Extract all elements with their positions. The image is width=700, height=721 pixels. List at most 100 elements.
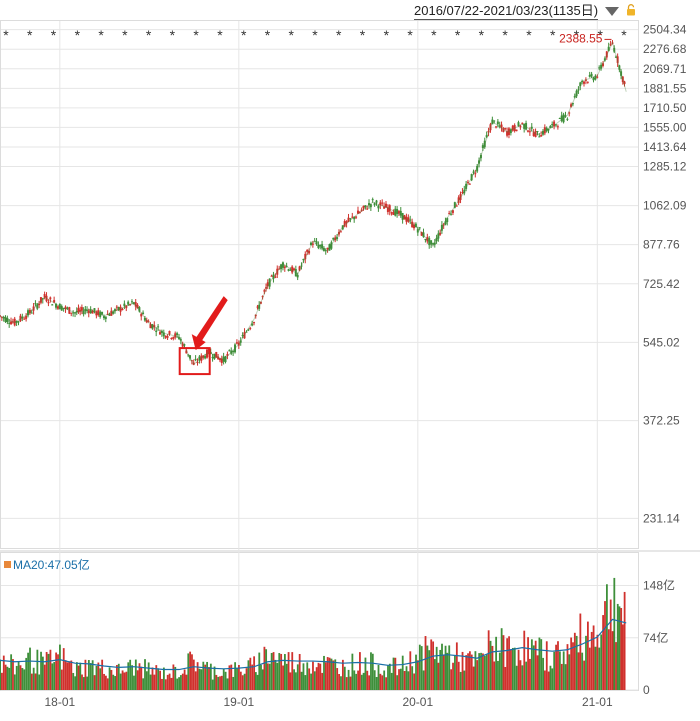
- price-candle: [504, 128, 507, 130]
- price-candle: [80, 307, 83, 311]
- volume-bar: [289, 672, 292, 690]
- volume-bar: [276, 662, 279, 690]
- volume-bar: [117, 663, 120, 690]
- volume-bar: [483, 655, 486, 690]
- price-candle: [381, 202, 384, 204]
- price-candle: [498, 125, 501, 127]
- price-candle: [6, 317, 9, 323]
- volume-bar: [373, 670, 376, 690]
- lock-icon[interactable]: [626, 4, 636, 16]
- volume-bar: [95, 665, 98, 690]
- price-candle: [388, 205, 391, 212]
- volume-bar: [383, 670, 386, 690]
- price-candle: [519, 125, 522, 128]
- volume-bar: [615, 642, 617, 690]
- volume-bar: [4, 664, 7, 690]
- event-marker: *: [3, 27, 9, 43]
- volume-bar: [511, 647, 514, 690]
- price-candle: [560, 115, 563, 121]
- price-candle: [230, 350, 233, 354]
- price-candle: [439, 232, 442, 235]
- volume-bar: [13, 674, 16, 690]
- event-marker: *: [51, 27, 57, 43]
- price-candle: [206, 349, 209, 358]
- volume-bar: [204, 664, 207, 690]
- volume-bar: [515, 665, 518, 690]
- volume-bar: [521, 665, 524, 690]
- price-candle: [573, 96, 576, 98]
- volume-bar: [498, 652, 501, 690]
- volume-bar: [1, 672, 3, 690]
- price-candle: [268, 278, 271, 287]
- price-candle: [538, 136, 541, 138]
- volume-bar: [405, 666, 408, 690]
- price-candle: [51, 304, 54, 306]
- event-marker: *: [574, 27, 580, 43]
- price-candle: [8, 322, 11, 324]
- price-candle: [472, 171, 475, 173]
- price-candle: [75, 310, 78, 313]
- price-candle: [127, 301, 130, 305]
- price-candle: [360, 209, 363, 212]
- volume-bar: [547, 671, 550, 690]
- volume-bar: [491, 645, 494, 690]
- price-candle: [562, 114, 565, 123]
- price-candle: [19, 315, 22, 322]
- volume-bar: [79, 662, 82, 690]
- volume-bar: [86, 676, 89, 690]
- volume-bar: [194, 671, 197, 690]
- volume-bar: [422, 670, 425, 690]
- volume-bar: [10, 654, 13, 690]
- price-candle: [95, 311, 98, 316]
- price-candle: [153, 325, 156, 328]
- date-range-selector[interactable]: 2016/07/22-2021/03/23(1135日): [414, 3, 599, 20]
- volume-bar: [476, 660, 479, 690]
- price-candle: [407, 217, 410, 222]
- volume-bar: [452, 662, 454, 690]
- price-candle: [413, 224, 416, 229]
- price-candle: [623, 81, 626, 85]
- volume-bar: [263, 646, 266, 690]
- volume-bar: [549, 665, 552, 690]
- y-tick-label: 1881.55: [643, 81, 687, 95]
- volume-bar: [502, 635, 505, 690]
- volume-bar: [75, 662, 78, 690]
- price-candle: [278, 268, 281, 270]
- price-candle: [68, 307, 71, 314]
- price-candle: [102, 316, 105, 319]
- price-candle: [373, 203, 376, 206]
- dropdown-arrow-icon[interactable]: [605, 7, 619, 16]
- volume-bar: [368, 675, 371, 690]
- price-candle: [309, 242, 312, 246]
- price-candle: [343, 220, 346, 227]
- price-candle: [112, 311, 115, 314]
- volume-bar: [586, 621, 589, 690]
- volume-bar: [234, 662, 237, 690]
- y-tick-label: 877.76: [643, 238, 680, 252]
- volume-bar: [272, 652, 275, 690]
- price-candle: [234, 344, 237, 353]
- event-marker: *: [27, 27, 33, 43]
- price-candle: [38, 303, 41, 306]
- volume-bar: [435, 646, 438, 690]
- price-candle: [564, 115, 567, 117]
- volume-bar: [270, 652, 273, 690]
- price-candle: [328, 244, 331, 251]
- price-candle: [409, 219, 412, 221]
- volume-bar: [222, 668, 225, 690]
- price-candle: [321, 244, 324, 249]
- price-candle: [489, 124, 492, 131]
- volume-bar: [151, 667, 154, 690]
- volume-bar: [72, 672, 75, 690]
- volume-bar: [409, 651, 412, 690]
- volume-bar: [495, 636, 498, 690]
- volume-bar: [45, 651, 48, 690]
- volume-bar: [585, 635, 587, 690]
- volume-bar: [534, 640, 537, 690]
- y-tick-label: 231.14: [643, 511, 680, 525]
- price-candle: [274, 276, 277, 278]
- volume-bar: [162, 667, 165, 690]
- price-candle: [149, 324, 152, 329]
- price-candle: [600, 64, 603, 69]
- volume-bar: [198, 668, 201, 690]
